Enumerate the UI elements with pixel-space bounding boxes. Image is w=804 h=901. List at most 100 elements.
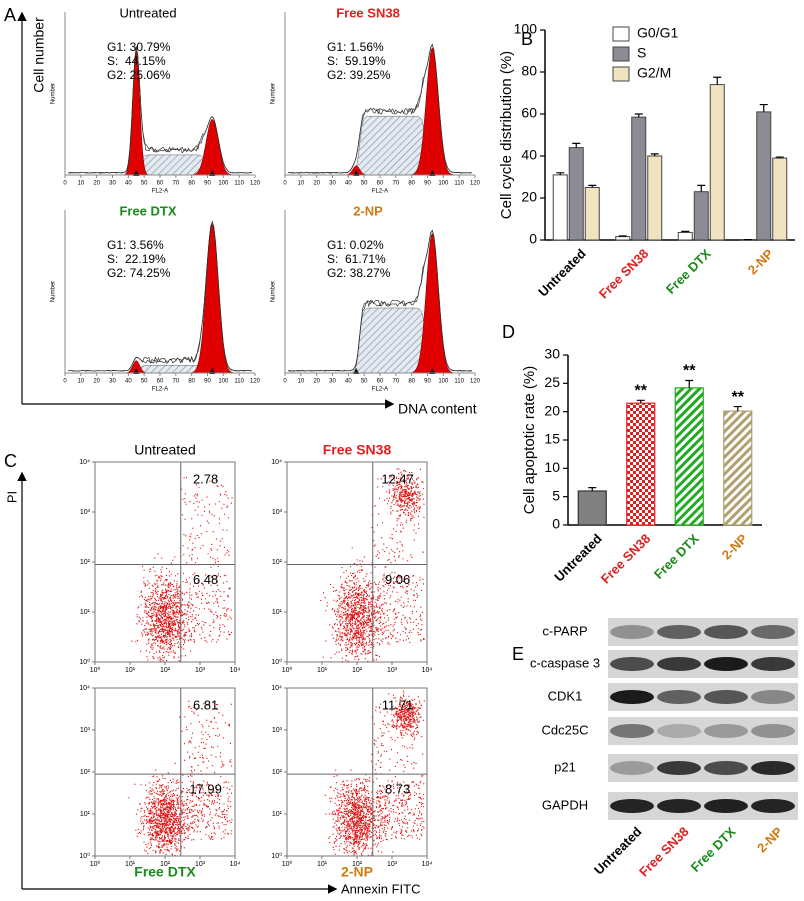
legend-swatch xyxy=(612,66,630,82)
bar xyxy=(674,387,704,526)
x-tick-label: 2-NP xyxy=(745,246,777,278)
error-bar xyxy=(697,184,706,192)
histogram-outline xyxy=(288,43,472,174)
x-tick-label: 90 xyxy=(424,181,431,187)
x-tick-label: 120 xyxy=(250,379,261,385)
y-label: Number xyxy=(271,281,277,302)
blot-band xyxy=(657,625,701,639)
protein-label: CDK1 xyxy=(548,688,583,703)
x-tick-label: 10¹ xyxy=(125,861,136,868)
blot-band xyxy=(704,625,748,639)
plot-title: 2-NP xyxy=(353,203,383,218)
legend-swatch xyxy=(612,46,630,62)
blot-band xyxy=(704,690,748,704)
axis-label: PI xyxy=(4,491,19,503)
y-tick-label: 25 xyxy=(544,374,560,390)
x-tick-label: Free SN38 xyxy=(596,246,652,302)
x-tick-label: 10² xyxy=(352,667,363,674)
plot-title: Free SN38 xyxy=(336,5,400,20)
x-tick-label: 10⁴ xyxy=(422,861,433,868)
scatter-points xyxy=(128,700,233,857)
x-tick-label: 40 xyxy=(125,181,132,187)
x-tick-label: 10 xyxy=(297,181,304,187)
bar xyxy=(677,231,693,241)
plot-title: Untreated xyxy=(134,442,195,458)
x-tick-label: 0 xyxy=(283,379,287,385)
bar xyxy=(756,111,772,241)
x-tick-label: 80 xyxy=(188,379,195,385)
y-tick-label: 60 xyxy=(521,105,537,121)
error-bar xyxy=(685,379,694,388)
histogram-outline xyxy=(288,229,472,372)
scatter-points xyxy=(320,468,425,662)
blot-band xyxy=(610,761,654,775)
x-tick-label: 20 xyxy=(93,379,100,385)
blot-band xyxy=(751,625,795,639)
x-tick-label: 50 xyxy=(361,181,368,187)
x-tick-label: 10² xyxy=(352,861,363,868)
x-tick-label: 70 xyxy=(172,181,179,187)
x-label: FL2-A xyxy=(372,387,388,393)
x-tick-label: 50 xyxy=(361,379,368,385)
plot-title: 2-NP xyxy=(341,864,373,880)
x-tick-label: 110 xyxy=(454,181,464,187)
axis-label: Cell number xyxy=(31,17,47,93)
error-bar xyxy=(775,156,784,159)
x-tick-label: 10¹ xyxy=(125,667,136,674)
x-tick-label: 80 xyxy=(188,181,195,187)
blot-band xyxy=(751,690,795,704)
bar xyxy=(568,147,584,241)
x-tick-label: 60 xyxy=(377,379,384,385)
y-tick-label: 10⁴ xyxy=(79,459,90,466)
x-tick-label: Untreated xyxy=(535,246,589,300)
error-bar xyxy=(681,230,690,233)
x-label: FL2-A xyxy=(152,189,168,195)
y-tick-label: 10³ xyxy=(80,727,91,734)
x-tick-label: 10 xyxy=(77,379,84,385)
blot-band xyxy=(610,657,654,671)
x-tick-label: Untreated xyxy=(551,531,605,585)
y-tick-label: 10² xyxy=(272,559,283,566)
legend-label: G0/G1 xyxy=(637,25,678,41)
y-tick-label: 10² xyxy=(272,769,283,776)
stat-text: G1: 0.02% xyxy=(327,238,384,252)
y-tick-label: 10² xyxy=(80,559,91,566)
y-tick-label: 10¹ xyxy=(272,609,283,616)
blot-band xyxy=(657,799,701,813)
error-bar xyxy=(634,113,643,118)
x-tick-label: 50 xyxy=(141,181,148,187)
stat-text: G1: 30.79% xyxy=(107,40,171,54)
y-tick-label: 30 xyxy=(544,346,560,362)
bar xyxy=(615,236,631,241)
x-tick-label: 120 xyxy=(250,181,261,187)
y-tick-label: 100 xyxy=(514,21,538,37)
bar xyxy=(772,157,788,241)
x-tick-label: 10⁰ xyxy=(90,860,101,868)
x-tick-label: 40 xyxy=(345,379,352,385)
error-bar xyxy=(713,76,722,85)
error-bar xyxy=(759,103,768,112)
blot-band xyxy=(704,724,748,738)
x-tick-label: 30 xyxy=(329,181,336,187)
panel-label: D xyxy=(502,322,515,342)
error-bar xyxy=(588,184,597,188)
stat-text: S: 59.19% xyxy=(327,54,386,68)
lane-label: Free DTX xyxy=(688,824,739,875)
blot-band xyxy=(751,724,795,738)
y-axis-label: Cell apoptotic rate (%) xyxy=(521,366,538,514)
stat-text: G2: 74.25% xyxy=(107,266,171,280)
y-tick-label: 20 xyxy=(544,402,560,418)
x-tick-label: 110 xyxy=(234,379,244,385)
x-tick-label: 100 xyxy=(218,379,229,385)
y-label: Number xyxy=(271,83,277,104)
bar xyxy=(626,402,656,526)
stat-text: G2: 38.27% xyxy=(327,266,391,280)
quadrant-value: 6.48 xyxy=(193,572,218,587)
x-tick-label: Free SN38 xyxy=(598,531,654,587)
x-tick-label: 10⁴ xyxy=(230,861,241,868)
x-tick-label: 80 xyxy=(408,379,415,385)
protein-label: p21 xyxy=(554,759,576,774)
error-bar xyxy=(618,235,627,237)
y-tick-label: 20 xyxy=(521,189,537,205)
histogram-outline xyxy=(68,220,252,372)
